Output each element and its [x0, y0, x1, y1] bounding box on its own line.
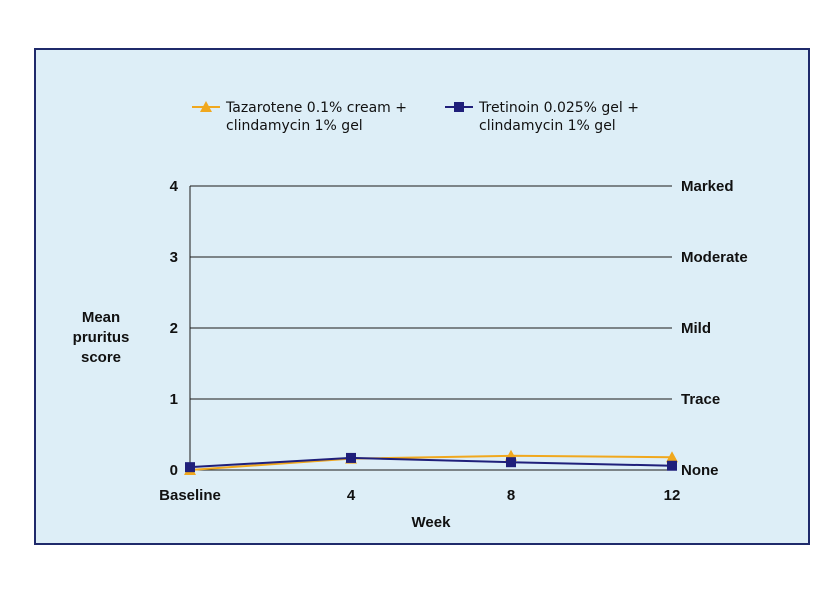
- x-tick-label: Baseline: [159, 487, 221, 504]
- y-tick-label: 3: [170, 249, 178, 266]
- x-axis-title: Week: [412, 514, 452, 531]
- y-severity-label: None: [681, 462, 719, 479]
- legend-label-tazarotene-line1: Tazarotene 0.1% cream +: [225, 100, 407, 116]
- x-tick-label: 4: [347, 487, 356, 504]
- chart-legend: Tazarotene 0.1% cream + clindamycin 1% g…: [192, 100, 639, 134]
- y-severity-label: Mild: [681, 320, 711, 337]
- series-line: [189, 456, 673, 469]
- data-point-square: [346, 452, 356, 463]
- data-point-square: [506, 457, 516, 468]
- data-point-triangle: [666, 451, 678, 463]
- legend-label-tazarotene-line2: clindamycin 1% gel: [226, 118, 363, 134]
- y-axis-tick-labels: 0 1 2 3 4: [170, 178, 179, 479]
- legend-item-tazarotene: Tazarotene 0.1% cream + clindamycin 1% g…: [192, 100, 407, 134]
- legend-label-tretinoin-line1: Tretinoin 0.025% gel +: [478, 100, 639, 116]
- y-axis-severity-labels: None Trace Mild Moderate Marked: [681, 178, 748, 479]
- y-severity-label: Moderate: [681, 249, 748, 266]
- series-line: [189, 454, 673, 471]
- axes: [189, 186, 672, 471]
- legend-label-tretinoin-line2: clindamycin 1% gel: [479, 118, 616, 134]
- chart-panel: [34, 48, 810, 545]
- y-tick-label: 0: [170, 462, 178, 479]
- series-tretinoin: [185, 452, 677, 473]
- square-marker-icon: [454, 102, 464, 112]
- grid-lines: [190, 185, 672, 400]
- y-axis-title-line3: score: [81, 349, 121, 366]
- x-axis-tick-labels: Baseline 4 8 12: [159, 487, 680, 504]
- y-tick-label: 2: [170, 320, 178, 337]
- x-tick-label: 8: [507, 487, 515, 504]
- y-tick-label: 1: [170, 391, 178, 408]
- y-tick-label: 4: [170, 178, 179, 195]
- y-axis-title-line2: pruritus: [73, 329, 130, 346]
- legend-item-tretinoin: Tretinoin 0.025% gel + clindamycin 1% ge…: [445, 100, 639, 134]
- y-severity-label: Trace: [681, 391, 720, 408]
- triangle-marker-icon: [200, 101, 212, 112]
- y-severity-label: Marked: [681, 178, 734, 195]
- series-layer: [184, 449, 678, 475]
- data-point-square: [667, 460, 677, 471]
- x-tick-label: 12: [664, 487, 681, 504]
- y-axis-title-line1: Mean: [82, 309, 120, 326]
- data-point-square: [185, 462, 195, 473]
